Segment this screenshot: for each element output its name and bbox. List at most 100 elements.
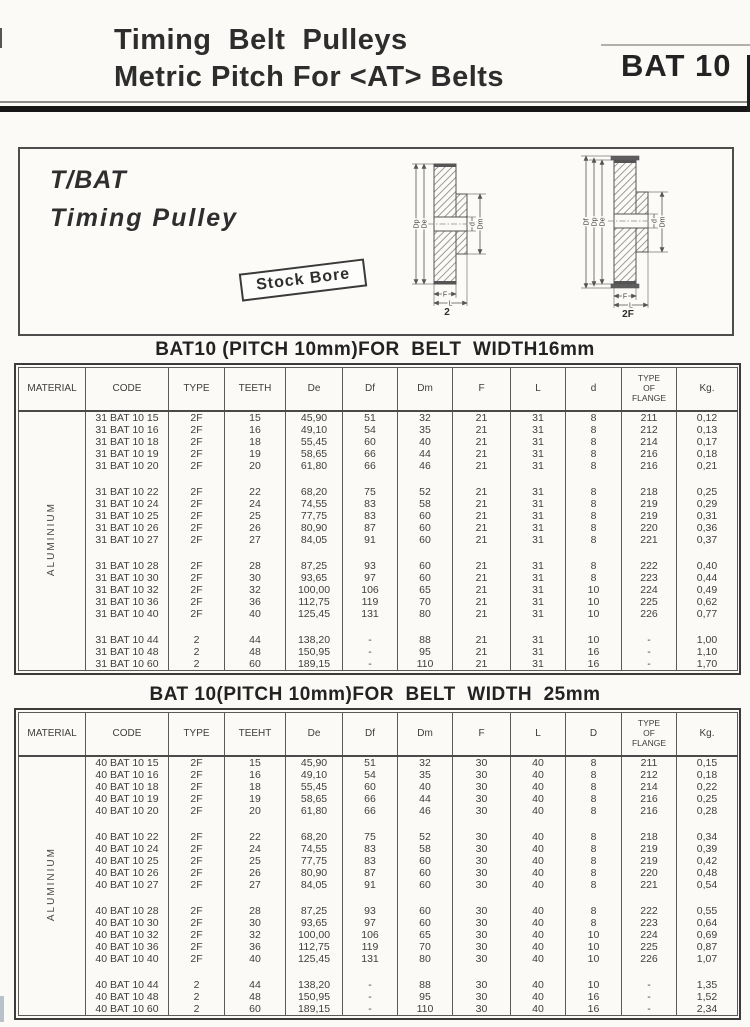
data-cell: 40 bbox=[510, 805, 566, 817]
data-cell: 54 bbox=[342, 769, 398, 781]
data-cell: 21 bbox=[452, 486, 511, 498]
col-de: De bbox=[285, 367, 343, 412]
data-cell: 31 BAT 10 36 bbox=[85, 596, 169, 608]
data-cell: 60 bbox=[397, 522, 453, 534]
data-cell: 58,65 bbox=[285, 793, 343, 805]
data-cell: 25 bbox=[224, 855, 286, 867]
col-code: CODE bbox=[85, 367, 169, 412]
data-cell: 70 bbox=[397, 596, 453, 608]
gap-cell bbox=[676, 965, 738, 979]
data-cell: 212 bbox=[621, 424, 677, 436]
data-cell: 26 bbox=[224, 522, 286, 534]
data-cell: 10 bbox=[565, 596, 622, 608]
data-cell: 8 bbox=[565, 424, 622, 436]
gap-cell bbox=[168, 620, 225, 634]
data-cell: 40 bbox=[510, 879, 566, 891]
data-cell: 0,31 bbox=[676, 510, 738, 522]
data-cell: 214 bbox=[621, 436, 677, 448]
data-cell: 216 bbox=[621, 460, 677, 472]
spacer-row bbox=[19, 891, 738, 905]
data-cell: 77,75 bbox=[285, 510, 343, 522]
data-cell: 31 BAT 10 25 bbox=[85, 510, 169, 522]
table-row: 40 BAT 10 30 2F 30 93,65 97 60 30 40 8 223 0,64 bbox=[19, 917, 738, 929]
data-cell: 2F bbox=[168, 756, 225, 769]
data-cell: 222 bbox=[621, 905, 677, 917]
data-cell: 44 bbox=[397, 793, 453, 805]
data-cell: 36 bbox=[224, 596, 286, 608]
data-cell: 0,37 bbox=[676, 534, 738, 546]
gap-cell bbox=[285, 817, 343, 831]
table-row: 31 BAT 10 16 2F 16 49,10 54 35 21 31 8 212 0,13 bbox=[19, 424, 738, 436]
gap-cell bbox=[452, 891, 511, 905]
data-cell: 15 bbox=[224, 756, 286, 769]
gap-cell bbox=[397, 620, 453, 634]
data-cell: 40 bbox=[510, 855, 566, 867]
data-cell: 27 bbox=[224, 534, 286, 546]
material-label: ALUMINIUM bbox=[46, 502, 57, 577]
data-cell: 221 bbox=[621, 879, 677, 891]
data-cell: 8 bbox=[565, 879, 622, 891]
data-cell: 106 bbox=[342, 929, 398, 941]
data-cell: 2F bbox=[168, 781, 225, 793]
data-cell: 31 bbox=[510, 658, 566, 671]
data-cell: 226 bbox=[621, 953, 677, 965]
data-cell: - bbox=[621, 991, 677, 1003]
data-cell: 80,90 bbox=[285, 522, 343, 534]
data-cell: 10 bbox=[565, 953, 622, 965]
col-f: F bbox=[452, 712, 511, 757]
data-cell: - bbox=[342, 991, 398, 1003]
series-subname: Timing Pulley bbox=[50, 204, 239, 232]
data-cell: 125,45 bbox=[285, 953, 343, 965]
data-cell: 31 BAT 10 24 bbox=[85, 498, 169, 510]
data-cell: 16 bbox=[224, 424, 286, 436]
data-cell: 40 BAT 10 18 bbox=[85, 781, 169, 793]
data-cell: 21 bbox=[452, 424, 511, 436]
data-cell: 119 bbox=[342, 596, 398, 608]
data-cell: 80 bbox=[397, 953, 453, 965]
col-flange: TYPE OF FLANGE bbox=[621, 367, 677, 412]
data-cell: 2 bbox=[168, 658, 225, 671]
data-cell: 32 bbox=[397, 756, 453, 769]
col-code: CODE bbox=[85, 712, 169, 757]
series-name: T/BAT bbox=[50, 166, 127, 194]
dim-label-dm: Dm bbox=[477, 218, 484, 229]
table-row: 40 BAT 10 18 2F 18 55,45 60 40 30 40 8 214 0,22 bbox=[19, 781, 738, 793]
data-cell: 24 bbox=[224, 498, 286, 510]
data-cell: 220 bbox=[621, 522, 677, 534]
data-cell: 31 bbox=[510, 498, 566, 510]
col-df: Df bbox=[342, 712, 398, 757]
data-cell: 0,54 bbox=[676, 879, 738, 891]
data-cell: 1,70 bbox=[676, 658, 738, 671]
data-cell: 189,15 bbox=[285, 658, 343, 671]
data-cell: 35 bbox=[397, 424, 453, 436]
data-cell: 40 BAT 10 48 bbox=[85, 991, 169, 1003]
data-cell: 10 bbox=[565, 584, 622, 596]
data-cell: 0,48 bbox=[676, 867, 738, 879]
data-cell: 44 bbox=[224, 634, 286, 646]
table-row: 31 BAT 10 22 2F 22 68,20 75 52 21 31 8 218 0,25 bbox=[19, 486, 738, 498]
data-cell: 1,10 bbox=[676, 646, 738, 658]
data-cell: 21 bbox=[452, 510, 511, 522]
gap-cell bbox=[85, 817, 169, 831]
data-cell: 131 bbox=[342, 608, 398, 620]
data-cell: 65 bbox=[397, 929, 453, 941]
gap-cell bbox=[342, 472, 398, 486]
data-cell: 112,75 bbox=[285, 941, 343, 953]
data-cell: 83 bbox=[342, 510, 398, 522]
data-cell: 91 bbox=[342, 879, 398, 891]
diagram-caption: 2F bbox=[622, 309, 634, 318]
data-cell: 80 bbox=[397, 608, 453, 620]
data-cell: 31 BAT 10 18 bbox=[85, 436, 169, 448]
col-type: TYPE bbox=[168, 712, 225, 757]
gap-cell bbox=[565, 620, 622, 634]
table-row: 31 BAT 10 25 2F 25 77,75 83 60 21 31 8 219 0,31 bbox=[19, 510, 738, 522]
data-cell: 95 bbox=[397, 991, 453, 1003]
data-cell: 2F bbox=[168, 572, 225, 584]
data-cell: 31 BAT 10 19 bbox=[85, 448, 169, 460]
data-cell: 223 bbox=[621, 572, 677, 584]
data-cell: 0,28 bbox=[676, 805, 738, 817]
data-cell: 40 bbox=[510, 917, 566, 929]
data-cell: 40 bbox=[224, 953, 286, 965]
gap-cell bbox=[621, 817, 677, 831]
diagram-caption: 2 bbox=[444, 307, 450, 316]
